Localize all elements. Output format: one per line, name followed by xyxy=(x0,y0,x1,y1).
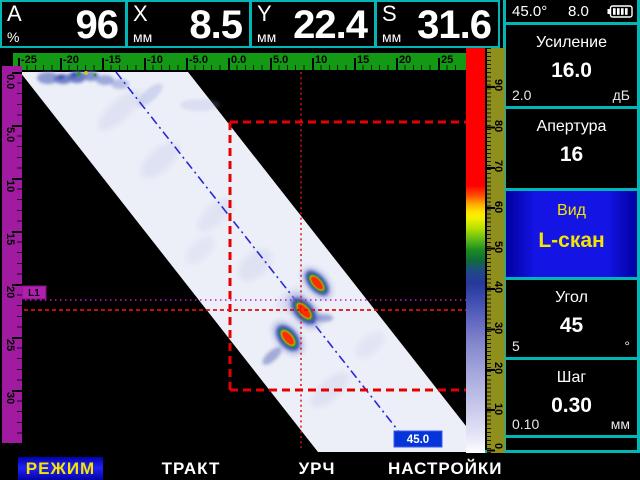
ruler-tick-label: -10 xyxy=(147,54,163,66)
panel-value: L-скан xyxy=(538,229,605,252)
panel-aperture[interactable]: Апертура 16 xyxy=(506,109,637,191)
panel-unit: ° xyxy=(624,338,630,354)
panel-title: Шаг xyxy=(556,369,587,386)
panel-unit: дБ xyxy=(612,87,630,103)
ruler-tick-label: 60 xyxy=(492,200,504,213)
ruler-tick-label: 10 xyxy=(4,180,16,193)
sidebar-filler xyxy=(506,438,637,453)
ruler-tick-label: 90 xyxy=(492,79,504,92)
ruler-tick-label: 20 xyxy=(399,54,412,66)
panel-step: 2.0 xyxy=(512,87,532,103)
ruler-tick-label: 10 xyxy=(315,54,328,66)
readout-unit: % xyxy=(7,29,20,45)
panel-title: Угол xyxy=(555,289,588,306)
panel-value: 16 xyxy=(559,143,584,166)
amplitude-colorbar xyxy=(466,48,485,453)
ruler-tick-label: 20 xyxy=(4,286,16,299)
menu-item-settings[interactable]: НАСТРОЙКИ xyxy=(388,459,503,478)
panel-value: 16.0 xyxy=(551,59,592,82)
readout-unit: мм xyxy=(257,29,277,45)
panel-step-size[interactable]: Шаг 0.30 0.10 мм xyxy=(506,360,637,438)
svg-text:45.0: 45.0 xyxy=(407,434,429,446)
ruler-tick-label: 0.0 xyxy=(4,74,16,90)
flaw-indication-3 xyxy=(272,320,304,356)
ruler-tick-label: 25 xyxy=(441,54,454,66)
readout-unit: мм xyxy=(382,29,402,45)
ruler-major-ticks xyxy=(12,72,22,445)
panel-view[interactable]: Вид L-скан xyxy=(506,191,637,280)
probe-angle: 45.0° xyxy=(512,3,548,20)
probe-info-bar: 45.0° 8.0 xyxy=(506,0,637,25)
readout-label: S xyxy=(382,1,397,26)
beam-angle-tag: 45.0 xyxy=(393,430,443,448)
ruler-tick-label: 25 xyxy=(4,339,16,352)
menu-item-urch[interactable]: УРЧ xyxy=(298,459,336,478)
indication-tail xyxy=(315,314,333,322)
panel-value: 0.30 xyxy=(551,394,592,417)
menu-item-mode[interactable]: РЕЖИМ xyxy=(18,457,103,480)
panel-gain[interactable]: Усиление 16.0 2.0 дБ xyxy=(506,25,637,109)
panel-step: 0.10 xyxy=(512,416,540,432)
ruler-tick-label: 40 xyxy=(492,281,504,294)
parameter-sidebar: 45.0° 8.0 Усиление 16.0 2.0 дБ Апертура … xyxy=(503,0,640,453)
ruler-tick-label: 15 xyxy=(357,54,370,66)
ruler-tick-label: 50 xyxy=(492,241,504,254)
ruler-tick-label: 20 xyxy=(492,362,504,375)
ruler-tick-label: 5.0 xyxy=(273,54,289,66)
panel-title: Усиление xyxy=(536,34,607,51)
zone-box[interactable] xyxy=(228,120,466,392)
readout-label: X xyxy=(133,1,148,26)
horizontal-ruler: -25 -20 -15 -10 -5.0 0.0 5.0 10 15 20 25 xyxy=(13,53,466,70)
ruler-tick-label: 30 xyxy=(4,392,16,405)
ruler-tick-label: -20 xyxy=(63,54,79,66)
readout-label: A xyxy=(7,1,22,26)
readout-amplitude: A % 96 xyxy=(0,0,127,48)
probe-value: 8.0 xyxy=(568,3,589,20)
menu-item-tract[interactable]: ТРАКТ xyxy=(161,459,221,478)
band-mottle xyxy=(98,89,385,408)
panel-angle[interactable]: Угол 45 5 ° xyxy=(506,280,637,360)
beam-center-line xyxy=(115,71,412,448)
svg-text:L1: L1 xyxy=(28,288,40,299)
lscan-plot[interactable]: L1 45.0 xyxy=(0,48,466,453)
readout-value: 22.4 xyxy=(293,3,368,47)
panel-value: 45 xyxy=(559,314,584,337)
readout-label: Y xyxy=(257,1,272,26)
flaw-indication-1 xyxy=(301,267,333,299)
amplitude-scale: 90 80 70 60 50 40 30 20 10 0 xyxy=(487,48,505,454)
ruler-tick-label: -5.0 xyxy=(189,54,208,66)
ruler-tick-label: 10 xyxy=(492,402,504,415)
near-surface-indications xyxy=(37,71,220,111)
ruler-tick-label: -25 xyxy=(21,54,37,66)
readout-value: 31.6 xyxy=(417,3,492,47)
panel-title: Вид xyxy=(557,202,586,219)
indication-tail xyxy=(262,347,282,365)
ruler-tick-label: 0.0 xyxy=(231,54,247,66)
scale-major-ticks xyxy=(487,86,495,454)
ruler-tick-label: -15 xyxy=(105,54,121,66)
panel-step: 5 xyxy=(512,338,520,354)
bottom-menu-bar: РЕЖИМ ТРАКТ УРЧ НАСТРОЙКИ xyxy=(0,450,640,480)
vertical-ruler: 0.0 5.0 10 15 20 25 30 xyxy=(2,66,22,445)
readout-value: 8.5 xyxy=(189,3,243,47)
panel-unit: мм xyxy=(610,416,630,432)
ruler-tick-label: 80 xyxy=(492,119,504,133)
ruler-tick-label: 0 xyxy=(492,443,504,450)
battery-icon xyxy=(607,5,633,18)
readout-value: 96 xyxy=(75,3,119,47)
panel-title: Апертура xyxy=(536,118,607,135)
gate-tag: L1 xyxy=(21,285,47,300)
ruler-tick-label: 30 xyxy=(492,321,504,335)
flaw-indication-2 xyxy=(287,293,321,329)
readout-s: S мм 31.6 xyxy=(375,0,500,48)
readout-x: X мм 8.5 xyxy=(126,0,251,48)
ruler-tick-label: 15 xyxy=(4,233,16,246)
ruler-tick-label: 5.0 xyxy=(4,127,16,143)
ruler-major-ticks xyxy=(18,58,462,70)
readout-unit: мм xyxy=(133,29,153,45)
readout-y: Y мм 22.4 xyxy=(250,0,376,48)
ruler-tick-label: 70 xyxy=(492,160,504,173)
